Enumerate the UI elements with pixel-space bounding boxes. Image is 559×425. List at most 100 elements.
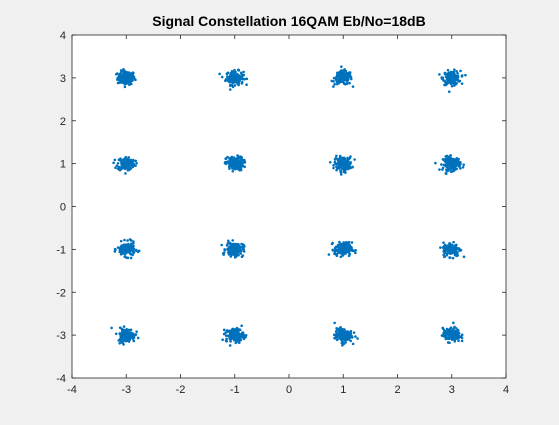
data-point [135,162,138,165]
x-tick-label: 4 [503,384,509,396]
data-point [352,331,356,334]
data-point [327,253,331,256]
chart-title: Signal Constellation 16QAM Eb/No=18dB [152,13,425,29]
data-point [452,333,455,337]
data-point [337,74,341,78]
data-point [343,161,347,164]
data-point [347,331,350,335]
data-point [229,78,233,81]
data-point [134,333,137,337]
data-point [342,246,345,249]
y-tick-label: 0 [60,202,66,214]
data-point [118,168,122,172]
y-tick-label: 4 [60,30,66,42]
data-point [136,336,140,340]
data-point [127,156,131,159]
data-point [342,82,346,85]
data-point [224,77,228,81]
data-point [114,166,117,169]
data-point [235,161,239,164]
data-point [240,324,243,328]
data-point [234,158,238,161]
data-point [339,255,343,259]
data-point [451,251,454,254]
data-point [444,337,448,341]
y-tick-label: 2 [60,116,66,128]
data-point [243,158,246,162]
data-point [338,162,342,166]
data-point [229,83,232,87]
data-point [229,340,232,343]
data-point [444,72,448,76]
data-point [455,70,458,73]
data-point [119,252,123,256]
data-point [220,75,224,79]
data-point [341,335,345,339]
data-point [450,167,454,170]
data-point [350,241,354,244]
data-point [336,71,339,75]
data-point [137,249,141,253]
data-point [346,74,349,77]
data-point [233,248,237,251]
data-point [456,158,460,162]
data-point [342,74,346,77]
data-point [222,332,226,336]
data-point [241,73,244,77]
data-point [458,79,462,83]
data-point [450,75,454,79]
data-point [346,250,350,254]
data-point [445,165,449,169]
y-tick-label: -4 [56,373,66,385]
data-point [243,165,246,169]
data-point [447,90,451,93]
data-point [243,77,246,81]
data-point [120,164,124,168]
data-point [240,255,244,259]
data-point [462,255,466,259]
data-point [344,250,348,254]
data-point [441,327,445,330]
data-point [123,338,127,342]
data-point [335,329,339,332]
data-point [218,72,221,76]
data-point [221,338,224,341]
data-point [121,340,125,344]
data-point [242,250,246,253]
data-point [131,158,135,162]
data-point [455,77,458,81]
data-point [240,246,244,249]
data-point [444,246,447,249]
data-point [343,68,346,71]
data-point [343,158,347,162]
data-point [334,162,338,166]
data-point [123,238,126,242]
data-point [449,154,453,157]
data-point [459,335,463,338]
data-point [452,240,455,244]
data-point [112,161,115,165]
data-point [228,245,231,249]
data-point [231,335,235,338]
data-point [345,71,348,75]
data-point [452,70,456,74]
data-point [349,162,352,166]
data-point [443,243,447,247]
data-point [448,80,452,83]
data-point [346,241,349,245]
data-point [239,249,243,252]
data-point [124,73,127,76]
data-point [240,82,244,85]
data-point [339,326,342,330]
data-point [449,244,452,248]
data-point [442,158,446,161]
data-point [240,162,244,166]
data-point [125,329,129,333]
x-tick-label: -4 [67,384,77,396]
data-point [129,78,133,82]
data-point [346,167,350,171]
data-point [237,156,241,160]
data-point [453,167,456,170]
data-point [232,156,236,159]
data-point [242,243,245,247]
